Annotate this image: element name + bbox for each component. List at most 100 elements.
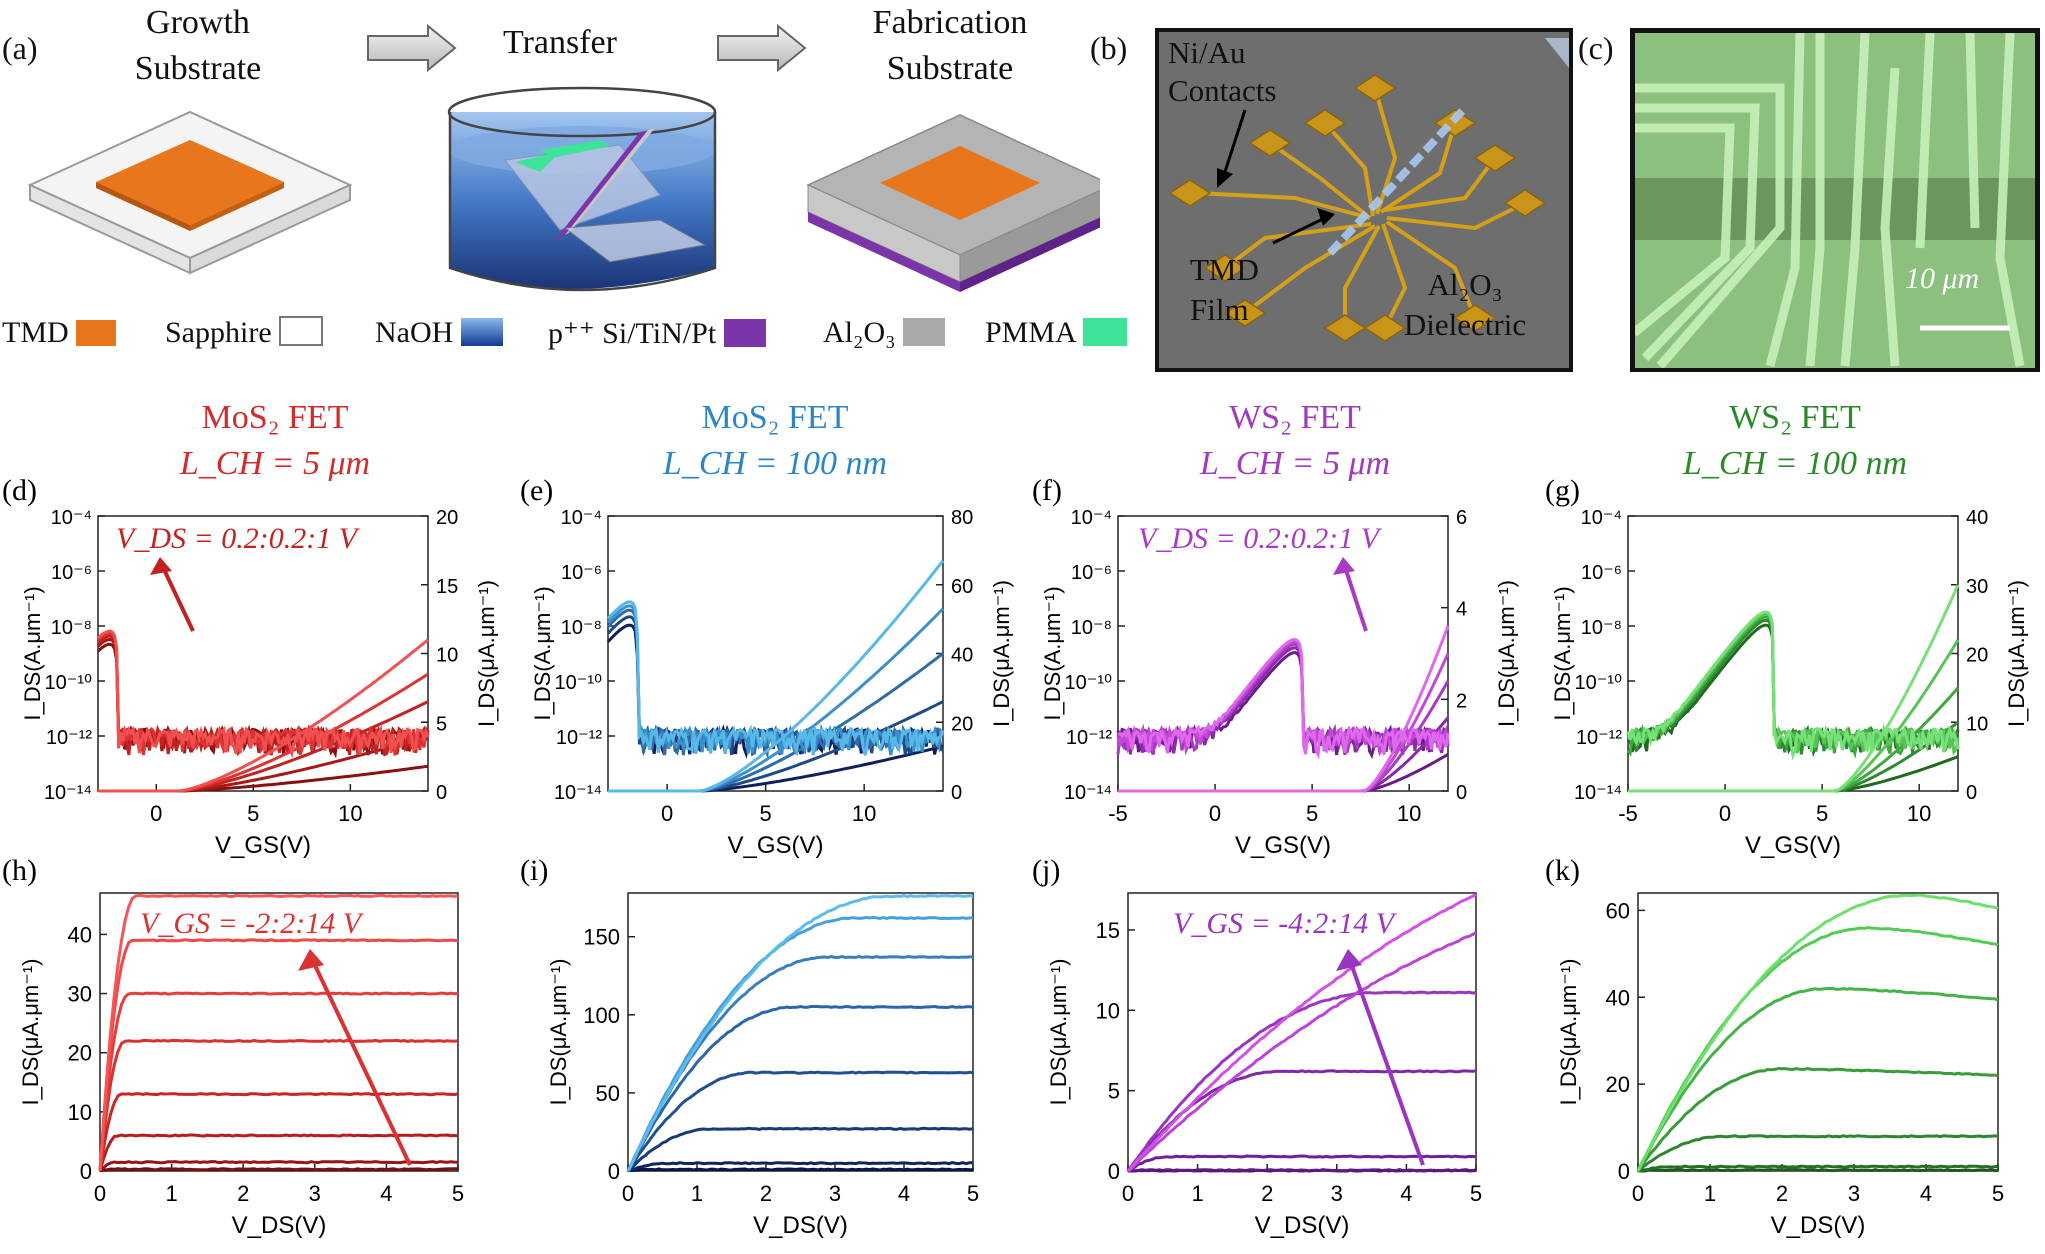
column-title-line1: MoS₂ FET (201, 399, 349, 436)
y-tick-label-left: 10⁻⁶ (1071, 562, 1112, 584)
x-tick-label: 5 (1306, 801, 1318, 826)
y-tick-label-right: 20 (951, 713, 973, 735)
legend-item-pmma: PMMA (985, 316, 1127, 350)
x-tick-label: 5 (760, 801, 772, 826)
y-tick-label: 0 (1108, 1159, 1120, 1184)
legend-swatch (1082, 318, 1127, 346)
legend-item-naoh: NaOH (375, 316, 503, 350)
x-tick-label: 0 (622, 1181, 634, 1206)
x-tick-label: 1 (165, 1181, 177, 1206)
y-tick-label: 0 (80, 1159, 92, 1184)
output-curve (1636, 1066, 1999, 1172)
panel-label: (f) (1032, 474, 1062, 507)
annotation: V_GS = -2:2:14 V (140, 907, 365, 940)
panel-label: (e) (520, 474, 553, 507)
contacts-label-line2: Contacts (1168, 73, 1277, 108)
process-illustration (27, 23, 1100, 292)
y-tick-label: 0 (1618, 1159, 1630, 1184)
column-title-line1: MoS₂ FET (701, 399, 849, 436)
y-tick-label-right: 0 (1456, 782, 1467, 804)
legend-label: Al₂O₃ (823, 316, 896, 349)
output-curve (98, 1160, 459, 1173)
legend-swatch (279, 316, 324, 346)
legend-swatch (460, 318, 503, 346)
chart-panel-g: (g) -5 0 5 10 V_GS(V) 10⁻¹⁴ 10⁻¹² 10⁻¹⁰ 10⁻⁸ 10⁻⁶ 1… (1545, 474, 2029, 859)
x-axis-label: V_DS(V) (1771, 1212, 1866, 1239)
x-axis-label: V_GS(V) (727, 832, 823, 859)
column-title-4: WS₂ FET L_CH = 100 nm (1630, 395, 1960, 487)
micrograph-image (1630, 28, 2040, 372)
y-tick-label-left: 10⁻⁴ (51, 507, 92, 529)
chart-panel-d: (d) 0 5 10 V_GS(V) 10⁻¹⁴ 10⁻¹² 10⁻¹⁰ 10⁻⁸ 10⁻⁶ 10⁻… (2, 474, 499, 859)
panel-label: (h) (2, 854, 37, 887)
legend-item-tmd: TMD (2, 316, 117, 350)
y-tick-label-left: 10⁻¹² (1576, 727, 1622, 749)
y-axis-label-right: I_DS(μA.μm⁻¹) (2004, 580, 2029, 727)
growth-title-line2: Substrate (134, 50, 262, 87)
transfer-curve-linear (608, 559, 945, 793)
output-curve (627, 1161, 974, 1172)
panel-label: (i) (520, 854, 548, 887)
output-curve (98, 893, 459, 1171)
x-tick-label: 2 (1261, 1181, 1273, 1206)
x-tick-label: 2 (1776, 1181, 1788, 1206)
annotation-arrow (1346, 954, 1425, 1166)
transfer-curve-log (1626, 610, 1960, 761)
y-tick-label-right: 20 (1966, 645, 1988, 667)
column-title-line2: L_CH = 5 μm (179, 445, 371, 482)
x-tick-label: 2 (237, 1181, 249, 1206)
x-tick-label: 5 (1470, 1181, 1482, 1206)
y-tick-label-right: 40 (951, 645, 973, 667)
annotation-arrow (158, 560, 195, 632)
output-curve (1637, 1134, 1999, 1172)
output-curve (627, 1167, 974, 1173)
column-title-line2: L_CH = 5 μm (1199, 445, 1391, 482)
annotation-arrow (1341, 560, 1368, 632)
y-tick-label-right: 80 (951, 507, 973, 529)
x-tick-label: 1 (1704, 1181, 1716, 1206)
output-curve (98, 991, 459, 1171)
annotation-arrowhead (298, 949, 324, 971)
legend-swatch (723, 319, 766, 347)
transfer-curve-linear (1118, 625, 1450, 793)
device-layout-image (1155, 28, 1573, 372)
column-title-1: MoS₂ FET L_CH = 5 μm (110, 395, 440, 487)
tmd-film-label: TMD Film (1190, 250, 1259, 330)
chart-panel-k: (k) 0 1 2 3 4 5 V_DS(V) 0 20 40 60 I_DS(μA.μm⁻¹) (1545, 854, 2004, 1239)
chart-panel-h: (h) 0 1 2 3 4 5 V_DS(V) 0 10 20 30 40 I_DS(μA.μm⁻¹) V_… (2, 854, 464, 1239)
x-tick-label: 0 (1632, 1181, 1644, 1206)
x-tick-label: 5 (247, 801, 259, 826)
y-tick-label-left: 10⁻⁴ (1581, 507, 1622, 529)
x-tick-label: 0 (150, 801, 162, 826)
y-axis-label-right: I_DS(μA.μm⁻¹) (1494, 580, 1519, 727)
annotation-arrow (308, 954, 412, 1166)
y-axis-label: I_DS(μA.μm⁻¹) (546, 959, 571, 1106)
x-tick-label: 4 (1920, 1181, 1932, 1206)
annotation-arrowhead (150, 557, 172, 575)
chart-panel-e: (e) 0 5 10 V_GS(V) 10⁻¹⁴ 10⁻¹² 10⁻¹⁰ 10⁻⁸ 10⁻⁶ 10⁻… (520, 474, 1014, 859)
y-tick-label-left: 10⁻⁸ (1581, 617, 1622, 639)
y-axis-label-right: I_DS(μA.μm⁻¹) (989, 580, 1014, 727)
x-tick-label: 3 (1331, 1181, 1343, 1206)
annotation: V_DS = 0.2:0.2:1 V (1138, 522, 1383, 555)
y-tick-label-right: 4 (1456, 599, 1467, 621)
output-curve (626, 1004, 974, 1172)
column-title-line1: WS₂ FET (1729, 399, 1861, 436)
arrow-right-icon (367, 23, 457, 73)
panel-label: (k) (1545, 854, 1580, 887)
x-tick-label: 0 (1122, 1181, 1134, 1206)
annotation-arrowhead (1333, 557, 1355, 575)
x-tick-label: 3 (309, 1181, 321, 1206)
y-tick-label-right: 10 (436, 645, 458, 667)
output-curve (98, 938, 459, 1172)
y-tick-label-right: 5 (436, 713, 447, 735)
y-axis-label: I_DS(μA.μm⁻¹) (1556, 959, 1581, 1106)
scalebar-label: 10 μm (1905, 262, 1980, 295)
y-axis-label-right: I_DS(μA.μm⁻¹) (474, 580, 499, 727)
panel-label: (j) (1032, 854, 1060, 887)
column-title-line2: L_CH = 100 nm (1682, 445, 1908, 482)
legend-label: TMD (2, 316, 69, 349)
y-tick-label-left: 10⁻¹² (556, 727, 602, 749)
chart-panel-j: (j) 0 1 2 3 4 5 V_DS(V) 0 5 10 15 I_DS(μA.μm⁻¹) V_GS … (1032, 854, 1482, 1239)
fab-title-line1: Fabrication (872, 4, 1028, 41)
